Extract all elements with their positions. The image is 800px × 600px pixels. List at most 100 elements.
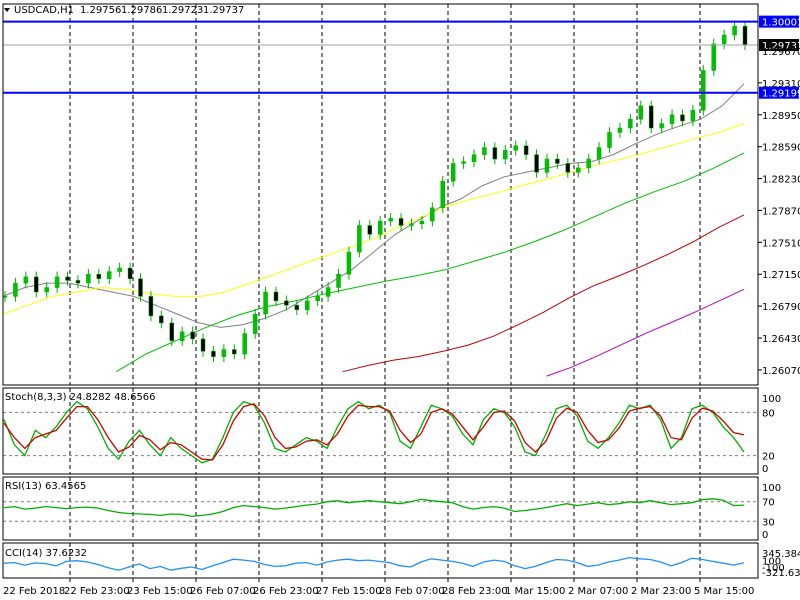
candle-body <box>190 331 195 340</box>
candle-body <box>742 25 748 46</box>
candle-body <box>648 105 654 129</box>
candle-body <box>44 287 49 293</box>
candle-body <box>273 291 279 302</box>
candle-body <box>159 315 164 324</box>
candle-body <box>284 300 289 306</box>
indicator-tick-label: 100 <box>762 394 781 405</box>
close-value: 1.29737 <box>203 5 244 16</box>
candle-body <box>596 147 602 160</box>
indicator-line <box>3 403 745 461</box>
candle-body <box>638 105 644 120</box>
candle-body <box>252 313 258 334</box>
candle-body <box>450 163 456 182</box>
candle-body <box>86 273 91 284</box>
resistance-tag <box>759 15 799 28</box>
candle-body <box>607 132 612 148</box>
rsi-scale: 100 70 30 0 <box>762 483 781 541</box>
moving-average-line <box>2 83 745 328</box>
stochastic-panel[interactable]: 100 80 200 Stoch(8,3,3) 24.8282 48.6566 <box>3 388 781 475</box>
cci-panel[interactable]: 345.3843100-100-321.6357 CCI(14) 37.6232 <box>3 543 800 579</box>
price-tick-label: 1.28590 <box>762 143 800 154</box>
time-label: 22 Feb 2018 <box>3 586 65 597</box>
time-label: 1 Mar 15:00 <box>505 586 565 597</box>
price-tick-label: 1.26070 <box>762 366 800 377</box>
high-value: 1.29786 <box>121 5 162 16</box>
indicator-tick-label: 0 <box>762 530 768 541</box>
candle-body <box>534 154 539 173</box>
indicator-tick-label: 345.3843 <box>762 549 800 560</box>
support-tag-label: 1.29199 <box>762 89 800 100</box>
time-label: 28 Feb 07:00 <box>379 586 445 597</box>
candle-body <box>336 273 341 288</box>
price-tick-label: 1.29310 <box>762 79 800 90</box>
candle-body <box>690 110 696 122</box>
moving-average-lines <box>2 83 745 377</box>
panel-frames <box>2 3 759 579</box>
stochastic-scale: 100 80 200 <box>762 394 781 475</box>
candle-body <box>325 287 331 297</box>
candle-body <box>117 267 122 272</box>
time-label: 2 Mar 23:00 <box>631 586 691 597</box>
price-tick-label: 1.28950 <box>762 111 800 122</box>
current-price-tag <box>759 39 799 52</box>
candle-body <box>440 180 445 209</box>
price-tick-label: 1.27510 <box>762 238 800 249</box>
candle-body <box>430 207 435 222</box>
rsi-title: RSI(13) 63.4565 <box>5 481 86 492</box>
candle-body <box>346 251 352 275</box>
candle-body <box>169 322 175 341</box>
candle-body <box>367 225 373 235</box>
main-price-panel[interactable]: 1.30001 1.29199 1.29737 1.29310 1.28950 1.28… <box>2 4 800 385</box>
time-label: 22 Feb 23:00 <box>64 586 130 597</box>
candle-body <box>294 305 300 310</box>
time-label: 26 Feb 07:00 <box>190 586 256 597</box>
candle-body <box>106 271 112 279</box>
rsi-grid <box>3 477 758 540</box>
time-label: 27 Feb 15:00 <box>316 586 382 597</box>
time-label: 28 Feb 23:00 <box>442 586 508 597</box>
indicator-tick-label: 20 <box>762 452 775 463</box>
price-tick-label: 1.27870 <box>762 206 800 217</box>
candle-body <box>565 163 571 173</box>
price-scale: 1.29310 1.28950 1.28590 1.28230 1.27870 1.275… <box>758 47 800 377</box>
candle-body <box>377 220 383 235</box>
candle-body <box>13 282 18 297</box>
candle-body <box>2 296 8 298</box>
resistance-tag-label: 1.30001 <box>762 18 800 29</box>
cci-scale: 345.3843100-100-321.6357 <box>762 549 800 579</box>
indicator-tick-label: 80 <box>762 408 775 419</box>
candle-body <box>34 276 39 293</box>
price-tick-label: 1.26790 <box>762 302 800 313</box>
indicator-tick-label: 0 <box>762 464 768 475</box>
time-label: 23 Feb 15:00 <box>127 586 193 597</box>
candle-body <box>659 123 664 129</box>
rsi-line <box>3 498 745 518</box>
candle-body <box>127 267 133 279</box>
candle-body <box>138 278 143 297</box>
candle-body <box>482 147 487 155</box>
moving-average-line <box>546 288 745 377</box>
horizontal-levels[interactable]: 1.30001 1.29199 1.29737 <box>3 15 800 100</box>
candle-body <box>513 145 518 151</box>
candle-body <box>315 296 320 302</box>
candle-body <box>669 114 675 124</box>
moving-average-line <box>2 123 745 315</box>
indicator-tick-label: -321.6357 <box>762 568 800 579</box>
current-price-label: 1.29737 <box>762 41 800 52</box>
price-tick-label: 1.26430 <box>762 334 800 345</box>
candle-body <box>461 161 466 164</box>
symbol-header: USDCAD,H1 1.29756 1.29786 1.29723 1.2973… <box>4 5 244 16</box>
candle-body <box>701 70 706 111</box>
candle-body <box>54 276 60 288</box>
candle-body <box>305 300 310 310</box>
candle-body <box>492 147 498 160</box>
candle-body <box>586 158 591 169</box>
candle-body <box>628 118 633 129</box>
candle-body <box>179 331 185 341</box>
rsi-panel[interactable]: 100 70 30 0 RSI(13) 63.4565 <box>3 477 781 541</box>
candle-body <box>23 276 29 284</box>
price-tick-label: 1.27150 <box>762 270 800 281</box>
candle-body <box>523 145 529 155</box>
